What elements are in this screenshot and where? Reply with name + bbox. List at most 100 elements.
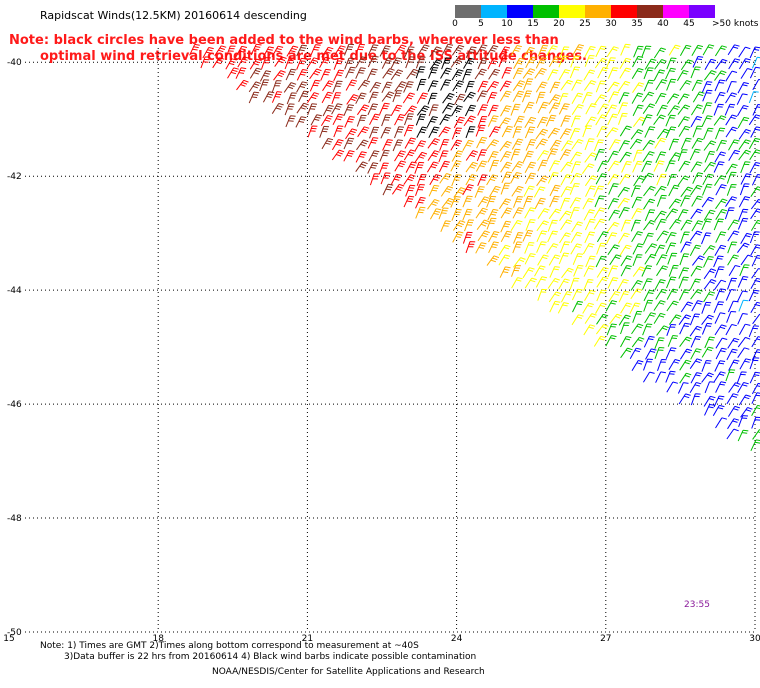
wind-barb-732 xyxy=(666,288,679,300)
wind-barb-345 xyxy=(750,126,760,138)
wind-barb-269 xyxy=(295,116,307,128)
wind-barb-32 xyxy=(572,44,585,56)
wind-barb-325 xyxy=(512,126,523,139)
wind-barb-37 xyxy=(633,45,644,58)
wind-barb-690 xyxy=(641,265,653,277)
wind-barb-704 xyxy=(558,278,570,290)
wind-barb-110 xyxy=(406,68,419,80)
wind-barb-863 xyxy=(750,439,760,452)
wind-barb-591 xyxy=(606,221,620,233)
wind-barb-582 xyxy=(500,220,512,233)
wind-barb-384 xyxy=(343,150,355,162)
wind-barb-513 xyxy=(702,183,713,196)
wind-barb-375 xyxy=(668,138,679,151)
wind-barb-526 xyxy=(498,198,512,210)
wind-barb-196 xyxy=(392,90,403,103)
wind-barb-554 xyxy=(487,208,499,221)
wind-barb-754 xyxy=(713,301,724,313)
wind-barb-797 xyxy=(690,335,702,348)
wind-barb-779 xyxy=(642,323,653,336)
wind-barb-131 xyxy=(653,69,666,81)
wind-barb-331 xyxy=(582,125,593,138)
wind-barb-144 xyxy=(283,82,297,93)
wind-barb-248 xyxy=(523,101,535,114)
wind-barb-837 xyxy=(677,382,689,394)
wind-barb-561 xyxy=(569,207,580,219)
wind-barb-294 xyxy=(595,114,608,126)
wind-barb-176 xyxy=(666,78,677,91)
wind-barb-685 xyxy=(583,265,595,277)
wind-barb-571 xyxy=(690,208,703,220)
wind-barb-467 xyxy=(536,175,549,187)
wind-barb-843 xyxy=(751,382,760,395)
wind-barb-828 xyxy=(665,370,676,383)
wind-barb-627 xyxy=(727,230,740,242)
wind-barb-762 xyxy=(618,314,631,326)
wind-barb-708 xyxy=(607,277,619,289)
wind-barb-792 xyxy=(631,336,645,348)
wind-barb-138 xyxy=(740,68,753,79)
wind-barb-136 xyxy=(714,70,727,81)
wind-barb-534 xyxy=(594,195,605,208)
wind-barb-449 xyxy=(713,161,725,173)
wind-barb-261 xyxy=(677,104,691,115)
wind-barb-56 xyxy=(296,57,307,70)
wind-barb-458 xyxy=(429,174,442,186)
wind-barb-434 xyxy=(537,159,548,172)
wind-barb-713 xyxy=(666,276,677,289)
wind-barb-385 xyxy=(355,151,367,163)
wind-barb-611 xyxy=(536,230,548,243)
wind-barb-118 xyxy=(501,67,512,79)
wind-barb-645 xyxy=(644,243,658,254)
wind-barb-820 xyxy=(689,358,703,369)
wind-barb-563 xyxy=(593,207,606,219)
wind-barb-57 xyxy=(306,57,319,69)
wind-barb-519 xyxy=(415,196,426,209)
wind-barb-14 xyxy=(354,43,365,56)
wind-barb-600 xyxy=(713,218,724,231)
wind-barb-158 xyxy=(452,80,465,92)
wind-barb-400 xyxy=(536,150,550,161)
wind-barb-276 xyxy=(381,114,391,127)
wind-barb-737 xyxy=(725,289,737,301)
wind-barb-425 xyxy=(426,161,439,173)
wind-barb-472 xyxy=(595,173,608,185)
wind-barb-102 xyxy=(309,68,322,80)
wind-barb-606 xyxy=(477,230,490,242)
legend-swatch xyxy=(559,5,585,18)
wind-barb-840 xyxy=(715,381,727,393)
wind-barb-823 xyxy=(728,359,740,371)
wind-barb-427 xyxy=(450,160,462,172)
wind-barb-220 xyxy=(677,93,690,105)
wind-barb-236 xyxy=(379,102,390,115)
wind-barb-619 xyxy=(631,231,643,243)
wind-barb-314 xyxy=(380,127,392,139)
wind-barb-328 xyxy=(547,127,561,139)
wind-barb-773 xyxy=(752,313,760,325)
wind-barb-189 xyxy=(307,92,320,103)
wind-barb-700 xyxy=(511,277,523,289)
wind-barb-274 xyxy=(356,114,367,127)
wind-barb-8 xyxy=(286,45,299,57)
wind-barb-107 xyxy=(366,68,378,81)
wind-barb-44 xyxy=(714,45,727,57)
wind-barb-97 xyxy=(249,67,262,79)
wind-barb-128 xyxy=(619,67,632,79)
wind-barb-120 xyxy=(522,68,536,79)
wind-barb-765 xyxy=(653,312,666,324)
wind-barb-444 xyxy=(653,160,665,172)
wind-barb-497 xyxy=(511,185,524,197)
wind-barb-671 xyxy=(679,253,690,266)
wind-barb-640 xyxy=(582,243,595,255)
wind-barb-583 xyxy=(510,220,523,231)
wind-barb-216 xyxy=(631,92,644,104)
legend-label: 35 xyxy=(631,19,643,29)
y-tick-label: -42 xyxy=(7,172,22,182)
wind-barb-510 xyxy=(668,184,680,197)
wind-barb-246 xyxy=(500,105,512,117)
wind-barb-161 xyxy=(486,81,500,92)
wind-barb-815 xyxy=(631,360,644,372)
wind-barb-26 xyxy=(498,46,511,58)
wind-barb-470 xyxy=(570,172,582,185)
wind-barb-283 xyxy=(463,115,476,127)
